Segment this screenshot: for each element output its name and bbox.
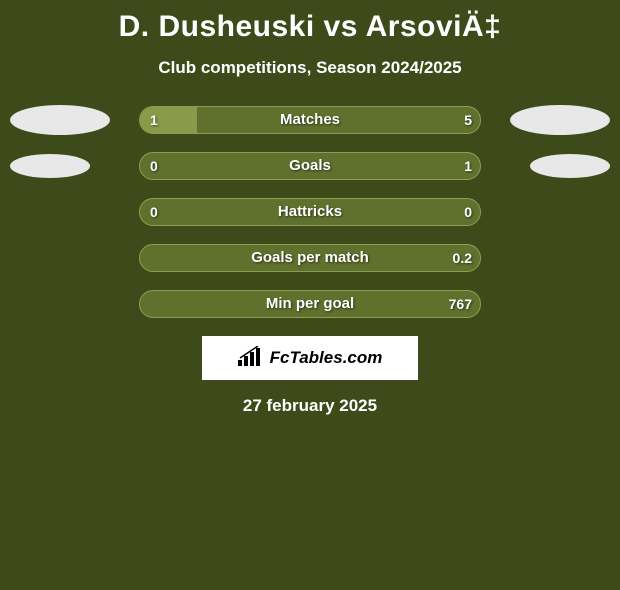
page-subtitle: Club competitions, Season 2024/2025 bbox=[0, 58, 620, 78]
stat-bar-track bbox=[139, 106, 481, 134]
stat-bar-track bbox=[139, 198, 481, 226]
logo-icon bbox=[238, 346, 264, 371]
date-text: 27 february 2025 bbox=[0, 396, 620, 416]
stat-row: Goals per match0.2 bbox=[0, 244, 620, 272]
stat-row: Hattricks00 bbox=[0, 198, 620, 226]
stat-bar-track bbox=[139, 244, 481, 272]
stat-row: Min per goal767 bbox=[0, 290, 620, 318]
stat-bar-track bbox=[139, 152, 481, 180]
logo-box: FcTables.com bbox=[202, 336, 418, 380]
player-right-ellipse bbox=[530, 154, 610, 178]
page-title: D. Dusheuski vs ArsoviÄ‡ bbox=[0, 10, 620, 44]
stats-rows: Matches15 Goals01 Hattricks00 Goals per mat… bbox=[0, 106, 620, 318]
stat-row: Matches15 bbox=[0, 106, 620, 134]
stat-bar-fill bbox=[140, 107, 197, 133]
player-left-ellipse bbox=[10, 105, 110, 135]
stat-row: Goals01 bbox=[0, 152, 620, 180]
player-left-ellipse bbox=[10, 154, 90, 178]
logo-text: FcTables.com bbox=[270, 348, 383, 368]
stat-bar-track bbox=[139, 290, 481, 318]
player-right-ellipse bbox=[510, 105, 610, 135]
